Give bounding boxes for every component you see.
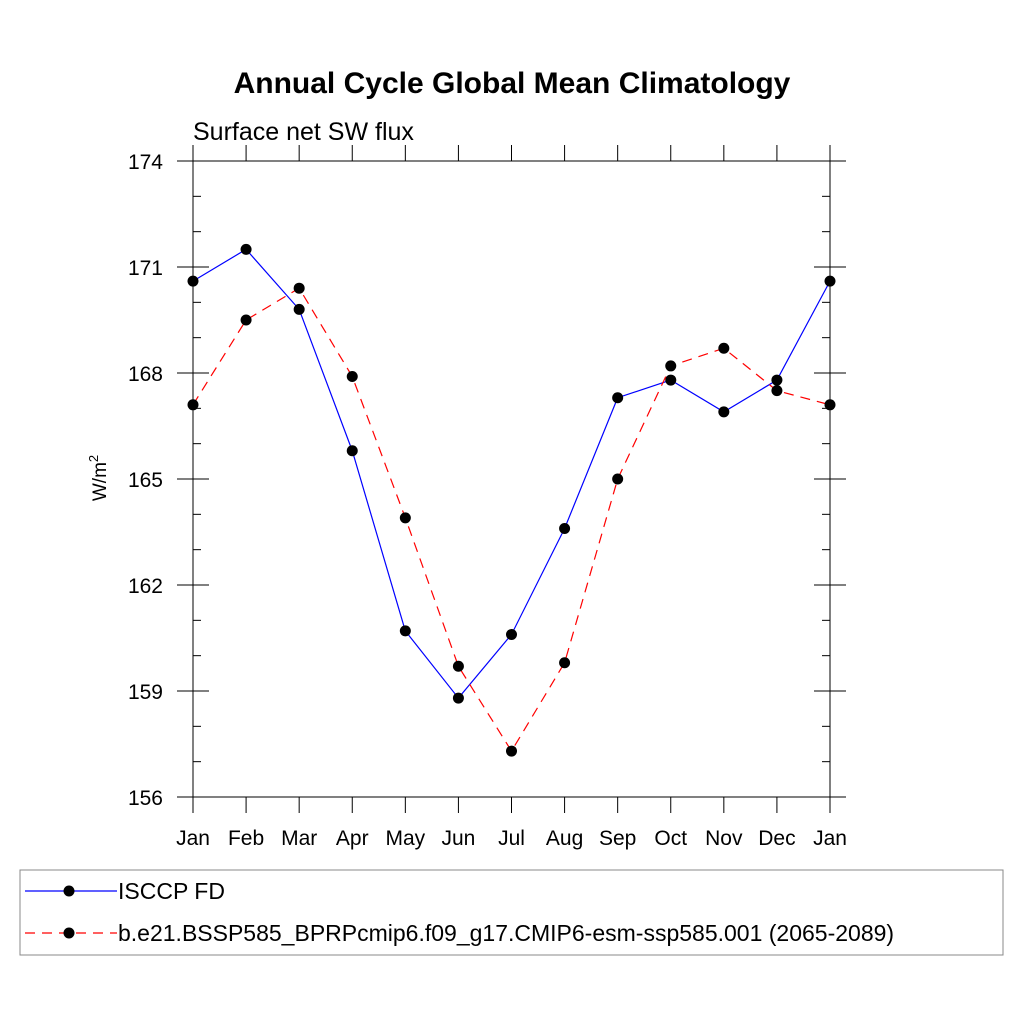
series-2-point	[452, 660, 464, 672]
series-1-point	[559, 522, 571, 534]
plot-frame	[192, 160, 831, 798]
legend-box	[19, 869, 1004, 956]
series-2-point	[399, 512, 411, 524]
y-tick-label: 159	[128, 681, 163, 704]
x-tick-label: Dec	[758, 827, 795, 850]
y-tick-label: 156	[128, 787, 163, 810]
chart-subtitle: Surface net SW flux	[193, 118, 414, 146]
series-1-point	[187, 275, 199, 287]
x-tick-label: Jan	[813, 827, 847, 850]
x-tick-label: Feb	[228, 827, 264, 850]
series-2-point	[187, 399, 199, 411]
x-tick-label: Apr	[336, 827, 369, 850]
series-1-point	[399, 625, 411, 637]
legend-label-2: b.e21.BSSP585_BPRPcmip6.f09_g17.CMIP6-es…	[118, 920, 894, 946]
series-2-point	[506, 745, 517, 757]
y-tick-label: 171	[128, 257, 163, 280]
x-tick-label: Jun	[441, 827, 475, 850]
x-tick-label: Oct	[654, 827, 687, 850]
series-1-point	[293, 303, 305, 315]
x-tick-label: Jan	[176, 827, 210, 850]
x-tick-label: Nov	[705, 827, 743, 850]
x-tick-label: May	[385, 827, 425, 850]
series-1-point	[665, 374, 677, 386]
y-tick-label: 174	[128, 151, 163, 174]
legend-marker-2	[63, 927, 75, 939]
series-layer	[187, 243, 836, 757]
series-line-2	[192, 287, 831, 753]
series-1-point	[771, 374, 783, 386]
series-2-point	[559, 657, 571, 669]
series-1-point	[346, 445, 358, 457]
series-2-point	[665, 360, 677, 372]
series-2-point	[824, 399, 836, 411]
y-axis-label-sup: 2	[86, 455, 101, 462]
axes: 156 159 162 165 168 171 174 Jan Feb Mar Apr May Jun J…	[128, 145, 847, 850]
series-1-point	[240, 243, 252, 255]
y-tick-label: 168	[128, 363, 163, 386]
legend: ISCCP FD b.e21.BSSP585_BPRPcmip6.f09_g17.…	[19, 869, 1004, 956]
x-tick-label: Aug	[546, 827, 583, 850]
y-tick-label: 165	[128, 469, 163, 492]
legend-label-1: ISCCP FD	[118, 878, 225, 904]
series-2-point	[612, 473, 624, 485]
x-tick-label: Jul	[498, 827, 525, 850]
y-tick-label: 162	[128, 575, 163, 598]
legend-marker-1	[63, 885, 75, 897]
x-tick-label: Mar	[281, 827, 317, 850]
chart-title: Annual Cycle Global Mean Climatology	[234, 67, 791, 100]
series-2-point	[718, 342, 730, 354]
series-1-point	[506, 628, 517, 640]
series-1-point	[452, 692, 464, 704]
series-2-point	[240, 314, 252, 326]
x-tick-label: Sep	[599, 827, 636, 850]
series-1-point	[824, 275, 836, 287]
y-axis-label-base: W/m	[90, 462, 111, 501]
series-1-point	[612, 392, 624, 404]
series-1-point	[718, 406, 730, 418]
series-2-point	[293, 282, 305, 294]
series-2-point	[346, 371, 358, 383]
series-2-point	[771, 385, 783, 397]
y-axis-label: W/m2	[86, 455, 111, 501]
